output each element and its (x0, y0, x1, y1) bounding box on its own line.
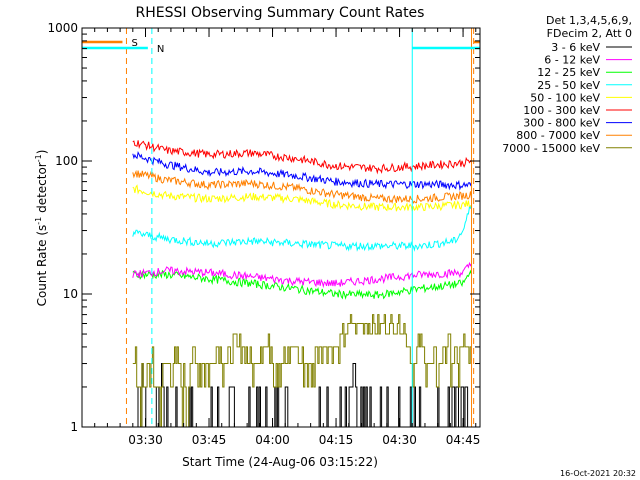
legend-entry-label: 25 - 50 keV (537, 79, 600, 92)
y-tick-label: 100 (55, 154, 78, 168)
footer-timestamp: 16-Oct-2021 20:32 (560, 469, 636, 478)
y-axis-label-sup1: -1 (34, 217, 43, 225)
legend-entry-label: 3 - 6 keV (551, 41, 600, 54)
y-axis-label-end: ) (35, 150, 49, 155)
series-line (132, 151, 472, 191)
chart-title: RHESSI Observing Summary Count Rates (136, 5, 425, 21)
legend: Det 1,3,4,5,6,9, FDecim 2, Att 0 3 - 6 k… (502, 14, 632, 155)
y-axis-label-mid: detector (35, 162, 49, 217)
flag-label: N (157, 44, 164, 55)
series-line (132, 314, 472, 428)
series-line (132, 184, 472, 212)
y-axis: 1 10 100 1000 (47, 21, 480, 434)
x-axis: 03:30 03:45 04:00 04:15 04:30 04:45 (81, 28, 481, 447)
legend-entry-label: 50 - 100 keV (530, 91, 600, 104)
legend-header-line-1: Det 1,3,4,5,6,9, (546, 14, 632, 27)
x-tick-label: 03:30 (128, 433, 163, 447)
series-line (132, 169, 472, 205)
y-tick-label: 1000 (47, 21, 78, 35)
legend-entry-label: 800 - 7000 keV (516, 129, 600, 142)
legend-entry-label: 7000 - 15000 keV (502, 142, 600, 155)
plot-area: SN (81, 28, 481, 428)
y-tick-label: 10 (63, 287, 78, 301)
x-axis-label: Start Time (24-Aug-06 03:15:22) (182, 455, 378, 469)
series-line (132, 140, 472, 175)
y-axis-label-main: Count Rate (s (35, 225, 49, 307)
series-line (132, 204, 472, 252)
legend-entry-label: 100 - 300 keV (523, 104, 600, 117)
series-line (132, 269, 472, 300)
x-tick-label: 04:15 (319, 433, 354, 447)
flag-label: S (131, 38, 137, 49)
x-tick-label: 04:30 (382, 433, 417, 447)
legend-entry-label: 6 - 12 keV (544, 54, 600, 67)
series-line (132, 261, 472, 289)
legend-entry-label: 12 - 25 keV (537, 66, 600, 79)
y-tick-label: 1 (70, 420, 78, 434)
legend-header-line-2: FDecim 2, Att 0 (547, 27, 632, 40)
x-tick-label: 04:45 (446, 433, 481, 447)
y-axis-label-sup2: -1 (34, 154, 43, 162)
legend-entry-label: 300 - 800 keV (523, 117, 600, 130)
plot-frame (81, 27, 481, 428)
x-tick-label: 04:00 (255, 433, 290, 447)
y-axis-label: Count Rate (s-1 detector-1) (34, 150, 49, 307)
x-tick-label: 03:45 (192, 433, 227, 447)
